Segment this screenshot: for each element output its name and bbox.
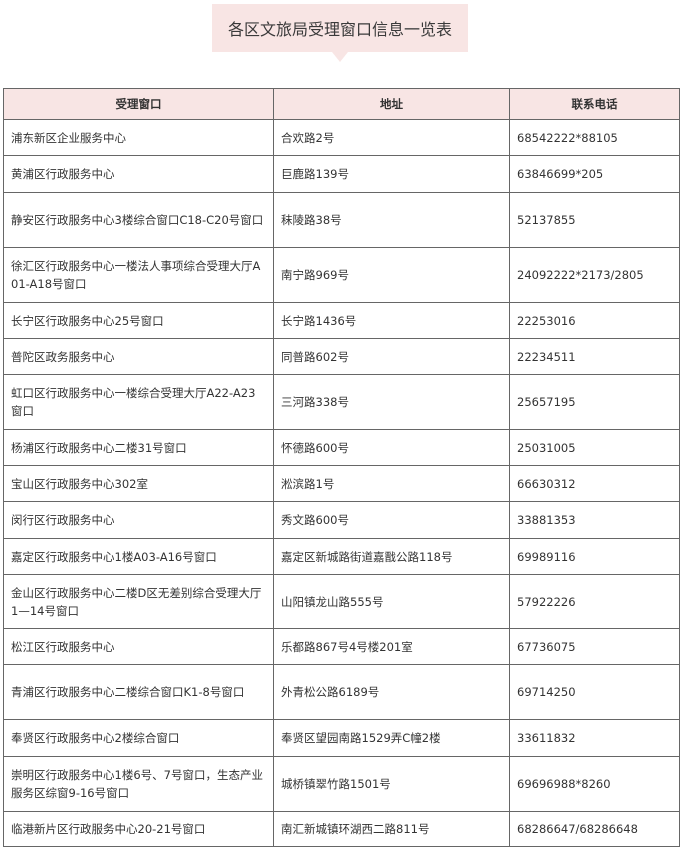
table-row: 闵行区行政服务中心 秀文路600号 33881353 xyxy=(3,501,680,539)
table-cell: 33611832 xyxy=(509,719,680,757)
table-cell: 松江区行政服务中心 xyxy=(3,628,274,665)
table-cell: 63846699*205 xyxy=(509,155,680,193)
table-cell: 33881353 xyxy=(509,501,680,539)
table-cell: 68542222*88105 xyxy=(509,119,680,156)
table-row: 宝山区行政服务中心302室 淞滨路1号 66630312 xyxy=(3,465,680,502)
table-row: 静安区行政服务中心3楼综合窗口C18-C20号窗口 秣陵路38号 52137855 xyxy=(3,192,680,248)
table-row: 崇明区行政服务中心1楼6号、7号窗口，生态产业服务区综窗9-16号窗口 城桥镇翠竹… xyxy=(3,756,680,812)
table-cell: 秀文路600号 xyxy=(273,501,510,539)
table-cell: 25031005 xyxy=(509,429,680,466)
table-cell: 69696988*8260 xyxy=(509,756,680,812)
table-cell: 奉贤区行政服务中心2楼综合窗口 xyxy=(3,719,274,757)
table-row: 黄浦区行政服务中心 巨鹿路139号 63846699*205 xyxy=(3,155,680,193)
table-row: 临港新片区行政服务中心20-21号窗口 南汇新城镇环湖西二路811号 6828664… xyxy=(3,811,680,847)
table-row: 青浦区行政服务中心二楼综合窗口K1-8号窗口 外青松公路6189号 69714250 xyxy=(3,664,680,720)
table-cell: 秣陵路38号 xyxy=(273,192,510,248)
table-cell: 69714250 xyxy=(509,664,680,720)
table-cell: 52137855 xyxy=(509,192,680,248)
column-header: 联系电话 xyxy=(509,88,680,120)
column-header: 地址 xyxy=(273,88,510,120)
table-body: 浦东新区企业服务中心 合欢路2号 68542222*88105 黄浦区行政服务中心 巨鹿… xyxy=(3,119,680,847)
table-cell: 69989116 xyxy=(509,538,680,575)
table-cell: 青浦区行政服务中心二楼综合窗口K1-8号窗口 xyxy=(3,664,274,720)
table-cell: 南宁路969号 xyxy=(273,247,510,303)
title-pointer xyxy=(332,52,348,62)
table-cell: 崇明区行政服务中心1楼6号、7号窗口，生态产业服务区综窗9-16号窗口 xyxy=(3,756,274,812)
table-cell: 长宁路1436号 xyxy=(273,302,510,339)
table-row: 浦东新区企业服务中心 合欢路2号 68542222*88105 xyxy=(3,119,680,156)
table-cell: 临港新片区行政服务中心20-21号窗口 xyxy=(3,811,274,847)
table-cell: 虹口区行政服务中心一楼综合受理大厅A22-A23窗口 xyxy=(3,374,274,430)
table-cell: 普陀区政务服务中心 xyxy=(3,338,274,375)
table-cell: 怀德路600号 xyxy=(273,429,510,466)
table-row: 嘉定区行政服务中心1楼A03-A16号窗口 嘉定区新城路街道嘉戬公路118号 699… xyxy=(3,538,680,575)
table-cell: 嘉定区行政服务中心1楼A03-A16号窗口 xyxy=(3,538,274,575)
table-cell: 闵行区行政服务中心 xyxy=(3,501,274,539)
table-row: 虹口区行政服务中心一楼综合受理大厅A22-A23窗口 三河路338号 2565719… xyxy=(3,374,680,430)
table-row: 奉贤区行政服务中心2楼综合窗口 奉贤区望园南路1529弄C幢2楼 33611832 xyxy=(3,719,680,757)
table-cell: 浦东新区企业服务中心 xyxy=(3,119,274,156)
table-cell: 奉贤区望园南路1529弄C幢2楼 xyxy=(273,719,510,757)
table-cell: 68286647/68286648 xyxy=(509,811,680,847)
table-row: 长宁区行政服务中心25号窗口 长宁路1436号 22253016 xyxy=(3,302,680,339)
table-row: 徐汇区行政服务中心一楼法人事项综合受理大厅A01-A18号窗口 南宁路969号 24… xyxy=(3,247,680,303)
title: 各区文旅局受理窗口信息一览表 xyxy=(227,20,452,39)
table-cell: 22234511 xyxy=(509,338,680,375)
table-cell: 城桥镇翠竹路1501号 xyxy=(273,756,510,812)
table-cell: 静安区行政服务中心3楼综合窗口C18-C20号窗口 xyxy=(3,192,274,248)
table-cell: 三河路338号 xyxy=(273,374,510,430)
table-cell: 乐都路867号4号楼201室 xyxy=(273,628,510,665)
table-cell: 66630312 xyxy=(509,465,680,502)
table-cell: 25657195 xyxy=(509,374,680,430)
table-cell: 黄浦区行政服务中心 xyxy=(3,155,274,193)
table-cell: 巨鹿路139号 xyxy=(273,155,510,193)
table-cell: 山阳镇龙山路555号 xyxy=(273,574,510,629)
table-cell: 徐汇区行政服务中心一楼法人事项综合受理大厅A01-A18号窗口 xyxy=(3,247,274,303)
table-row: 松江区行政服务中心 乐都路867号4号楼201室 67736075 xyxy=(3,628,680,665)
table-cell: 合欢路2号 xyxy=(273,119,510,156)
table-cell: 57922226 xyxy=(509,574,680,629)
table-row: 普陀区政务服务中心 同普路602号 22234511 xyxy=(3,338,680,375)
table-cell: 24092222*2173/2805 xyxy=(509,247,680,303)
table-row: 金山区行政服务中心二楼D区无差别综合受理大厅1—14号窗口 山阳镇龙山路555号 5… xyxy=(3,574,680,629)
table-cell: 杨浦区行政服务中心二楼31号窗口 xyxy=(3,429,274,466)
info-table: 受理窗口 地址 联系电话 浦东新区企业服务中心 合欢路2号 68542222*88105… xyxy=(3,88,680,847)
table-row: 杨浦区行政服务中心二楼31号窗口 怀德路600号 25031005 xyxy=(3,429,680,466)
table-cell: 长宁区行政服务中心25号窗口 xyxy=(3,302,274,339)
header-row: 受理窗口 地址 联系电话 xyxy=(3,88,680,120)
table-cell: 22253016 xyxy=(509,302,680,339)
table-cell: 嘉定区新城路街道嘉戬公路118号 xyxy=(273,538,510,575)
table-cell: 淞滨路1号 xyxy=(273,465,510,502)
title-box: 各区文旅局受理窗口信息一览表 xyxy=(212,4,468,52)
table-cell: 宝山区行政服务中心302室 xyxy=(3,465,274,502)
column-header: 受理窗口 xyxy=(3,88,274,120)
table-cell: 同普路602号 xyxy=(273,338,510,375)
table-cell: 金山区行政服务中心二楼D区无差别综合受理大厅1—14号窗口 xyxy=(3,574,274,629)
table-cell: 外青松公路6189号 xyxy=(273,664,510,720)
table-cell: 67736075 xyxy=(509,628,680,665)
table-cell: 南汇新城镇环湖西二路811号 xyxy=(273,811,510,847)
